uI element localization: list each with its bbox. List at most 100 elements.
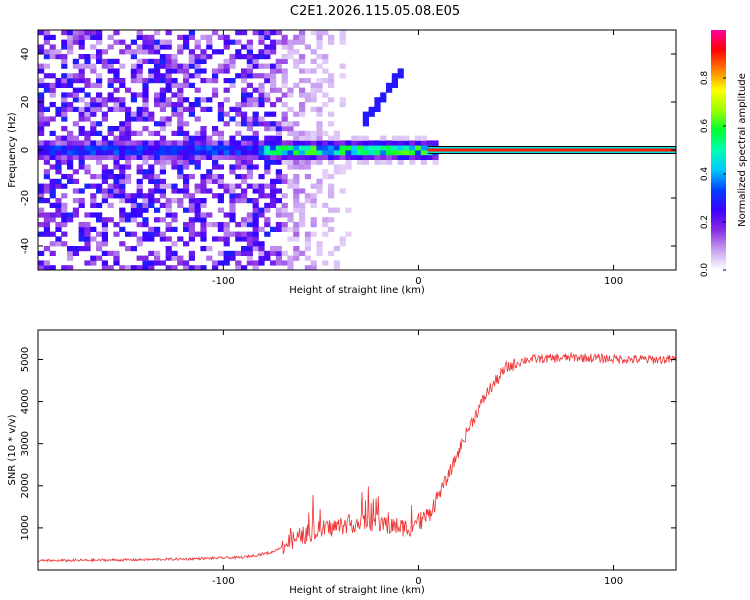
spectrogram-cell — [84, 58, 91, 64]
spectrogram-cell — [258, 174, 265, 180]
spectrogram-cell — [252, 154, 259, 160]
spectrogram-cell — [316, 135, 323, 141]
spectrogram-cell — [246, 222, 253, 228]
spectrogram-cell — [275, 130, 282, 136]
spectrogram-cell — [270, 44, 277, 50]
spectrogram-cell — [119, 145, 126, 151]
spectrogram-cell — [212, 49, 219, 55]
spectrogram-cell — [200, 217, 207, 223]
spectrogram-cell — [107, 250, 114, 256]
spectrogram-cell — [96, 159, 103, 165]
spectrogram-cell — [316, 106, 323, 112]
spectrogram-cell — [125, 174, 132, 180]
spectrogram-cell — [351, 150, 358, 156]
spectrogram-cell — [119, 150, 126, 156]
spectrogram-cell — [299, 212, 306, 218]
spectrogram-cell — [154, 150, 161, 156]
spectrogram-cell — [241, 159, 248, 165]
spectrogram-cell — [61, 106, 68, 112]
spectrogram-cell — [84, 78, 91, 84]
spectrogram-cell — [252, 121, 259, 127]
spectrogram-cell — [125, 265, 132, 270]
spectrogram-cell — [322, 174, 329, 180]
spectrogram-cell — [264, 121, 271, 127]
spectrogram-cell — [142, 265, 149, 270]
spectrogram-cell — [241, 198, 248, 204]
spectrogram-cell — [217, 154, 224, 160]
spectrogram-cell — [142, 140, 149, 146]
snr-x-ticks: -100 0 100 — [212, 330, 623, 587]
spectrogram-cell — [258, 183, 265, 189]
spectrogram-cell — [101, 222, 108, 228]
spectrogram-cell — [397, 73, 404, 79]
spectrogram-cell — [235, 183, 242, 189]
spectrogram-cell — [217, 183, 224, 189]
spectrogram-cell — [252, 140, 259, 146]
spectrogram-cell — [287, 44, 294, 50]
spectrogram-cell — [177, 44, 184, 50]
spectrogram-cell — [270, 154, 277, 160]
spectrogram-cell — [72, 78, 79, 84]
spectrogram-cell — [339, 154, 346, 160]
spectrogram-cell — [119, 164, 126, 170]
spectrogram-cell — [316, 145, 323, 151]
spectrogram-cell — [84, 241, 91, 247]
spectrogram-cell — [177, 102, 184, 108]
spectrogram-cell — [246, 97, 253, 103]
spectrogram-cell — [200, 49, 207, 55]
spectrogram-cell — [304, 198, 311, 204]
spectrogram-cell — [322, 92, 329, 98]
spectrogram-cell — [415, 135, 422, 141]
spectrogram-cell — [264, 126, 271, 132]
spectrogram-cell — [188, 193, 195, 199]
spectrogram-cell — [241, 87, 248, 93]
spectrogram-cell — [177, 150, 184, 156]
spectrogram-cell — [246, 102, 253, 108]
spectrogram-cell — [357, 150, 364, 156]
spectrogram-cell — [165, 255, 172, 261]
spectrogram-cell — [264, 202, 271, 208]
spectrogram-cell — [142, 87, 149, 93]
spectrogram-cell — [101, 250, 108, 256]
spectrogram-cell — [49, 231, 56, 237]
spectrogram-cell — [136, 236, 143, 242]
spectrogram-cell — [241, 246, 248, 252]
spectrogram-cell — [125, 44, 132, 50]
spectrogram-cell — [55, 169, 62, 175]
spectrogram-cell — [113, 39, 120, 45]
spectrogram-cell — [177, 202, 184, 208]
spectrogram-cell — [55, 135, 62, 141]
spectrogram-cell — [119, 226, 126, 232]
spectrogram-cell — [119, 130, 126, 136]
spectrogram-cell — [293, 250, 300, 256]
spectrogram-cell — [409, 159, 416, 165]
spectrogram-cell — [264, 169, 271, 175]
spectrogram-cell — [374, 154, 381, 160]
spectrogram-cell — [252, 73, 259, 79]
spectrogram-cell — [154, 130, 161, 136]
spectrogram-cell — [206, 97, 213, 103]
spectrogram-cell — [223, 34, 230, 40]
spectrogram-cell — [293, 246, 300, 252]
spectrogram-cell — [107, 97, 114, 103]
spectrogram-cell — [264, 97, 271, 103]
spectrogram-cell — [72, 106, 79, 112]
colorbar-tick-label: 0.2 — [700, 215, 710, 229]
spectrogram-cell — [188, 236, 195, 242]
spectrogram-cell — [386, 154, 393, 160]
spectrogram-cell — [61, 30, 68, 36]
spectrogram-cell — [67, 150, 74, 156]
spectrogram-cell — [194, 265, 201, 270]
spectrogram-cell — [322, 145, 329, 151]
spectrogram-cell — [206, 44, 213, 50]
spectrogram-cell — [84, 260, 91, 266]
spectrogram-cell — [212, 265, 219, 270]
spectrogram-cell — [328, 111, 335, 117]
spectrogram-cell — [241, 150, 248, 156]
spectrogram-cell — [49, 102, 56, 108]
spectrogram-cell — [328, 135, 335, 141]
spectrogram-cell — [299, 58, 306, 64]
spectrogram-cell — [212, 87, 219, 93]
spectrogram-cell — [322, 202, 329, 208]
spectrogram-cell — [299, 145, 306, 151]
